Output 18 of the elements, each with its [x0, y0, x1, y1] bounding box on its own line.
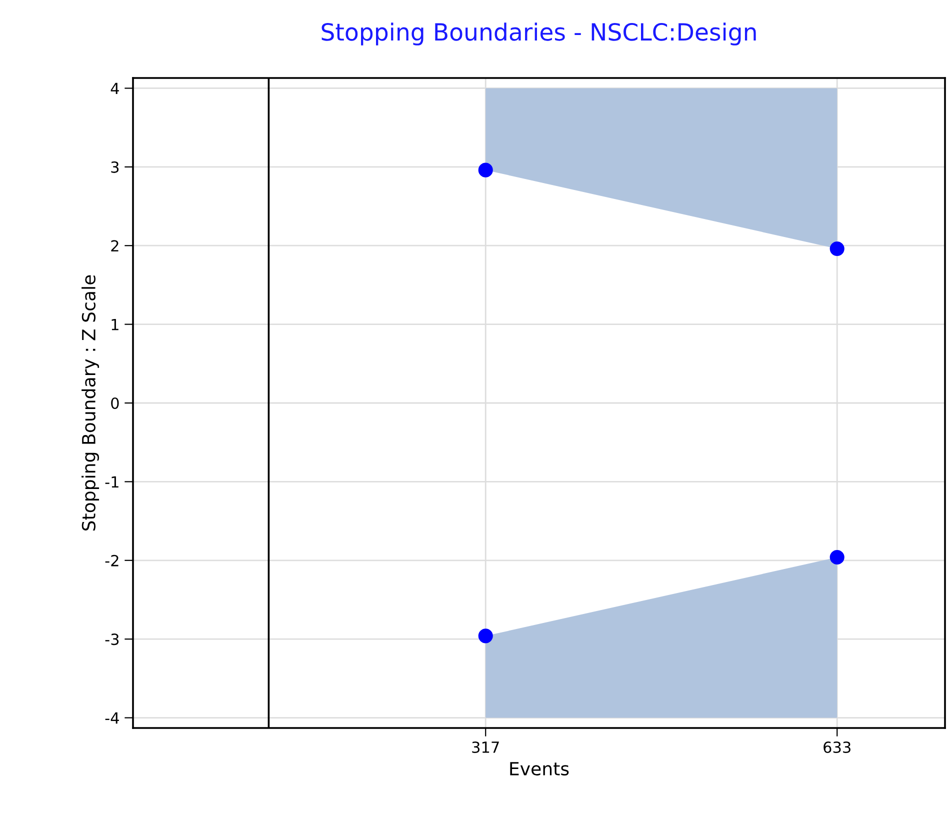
- x-axis-title: Events: [510, 762, 569, 776]
- point: [830, 550, 844, 565]
- y-tick-label: -4: [105, 712, 119, 724]
- y-tick-label: 0: [111, 397, 119, 410]
- y-tick-label: 2: [111, 240, 118, 252]
- y-tick-label: -1: [105, 476, 118, 488]
- y-tick-label: -3: [105, 634, 119, 646]
- y-tick-label: 4: [110, 82, 119, 94]
- point: [830, 241, 844, 256]
- x-tick-label: 633: [824, 741, 850, 754]
- point: [478, 628, 493, 644]
- y-tick-label: 3: [111, 161, 119, 173]
- y-axis-title: Stopping Boundary : Z Scale: [82, 275, 100, 530]
- chart-title: Stopping Boundaries - NSCLC:Design: [322, 22, 756, 46]
- x-tick-label: 317: [472, 741, 499, 754]
- point: [478, 162, 493, 178]
- y-tick-label: -2: [105, 554, 118, 566]
- y-tick-label: 1: [112, 318, 118, 330]
